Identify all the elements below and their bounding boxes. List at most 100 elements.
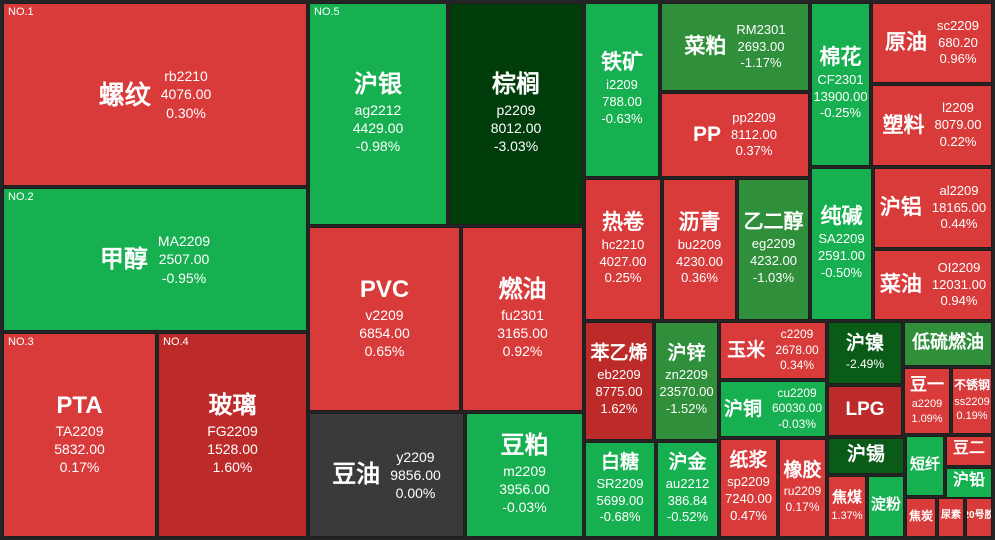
tile-b[interactable]: 豆二 xyxy=(946,436,992,466)
tile-body: 沥青 bu2209 4230.00 0.36% xyxy=(676,212,723,288)
commodity-name: 螺纹 xyxy=(98,79,151,110)
contract-code: RM2301 xyxy=(736,21,786,37)
tile-oi[interactable]: 菜油 OI2209 12031.00 0.94% xyxy=(874,250,992,320)
tile-info: sp2209 7240.00 0.47% xyxy=(725,474,772,525)
tile-v[interactable]: PVC v2209 6854.00 0.65% xyxy=(309,227,460,411)
last-price: 680.20 xyxy=(938,34,978,50)
tile-content: 焦煤 1.37% xyxy=(829,477,865,536)
last-price: 788.00 xyxy=(602,94,642,110)
tile-content: 铁矿 i2209 788.00 -0.63% xyxy=(586,4,658,176)
tile-lpg[interactable]: LPG xyxy=(828,386,902,436)
tile-ru[interactable]: 橡胶 ru2209 0.17% xyxy=(779,439,826,537)
tile-info: m2209 3956.00 -0.03% xyxy=(499,462,550,517)
tile-body: 燃油 fu2301 3165.00 0.92% xyxy=(497,277,548,361)
commodity-name: 原油 xyxy=(885,31,928,55)
tile-ma[interactable]: NO.2 甲醇 MA2209 2507.00 -0.95% xyxy=(3,188,307,331)
commodity-name: 淀粉 xyxy=(870,496,901,513)
tile-body: 豆粕 m2209 3956.00 -0.03% xyxy=(499,433,550,517)
contract-code: v2209 xyxy=(365,306,404,323)
last-price: 3956.00 xyxy=(499,480,550,497)
tile-body: PVC v2209 6854.00 0.65% xyxy=(359,277,410,361)
tile-lu[interactable]: 低硫燃油 xyxy=(904,322,992,366)
change-percent: 1.37% xyxy=(831,509,863,522)
tile-info: -2.49% xyxy=(846,357,884,373)
tile-sr[interactable]: 白糖 SR2209 5699.00 -0.68% xyxy=(585,442,655,537)
tile-content: 菜油 OI2209 12031.00 0.94% xyxy=(875,251,991,319)
tile-content: 低硫燃油 xyxy=(905,323,991,365)
tile-ag[interactable]: NO.5 沪银 ag2212 4429.00 -0.98% xyxy=(309,3,447,225)
commodity-name: 纸浆 xyxy=(729,450,768,472)
tile-i[interactable]: 铁矿 i2209 788.00 -0.63% xyxy=(585,3,659,177)
tile-rank: NO.4 xyxy=(163,336,189,348)
commodity-name: 20号胶 xyxy=(967,509,991,521)
tile-sa[interactable]: 纯碱 SA2209 2591.00 -0.50% xyxy=(811,168,872,320)
commodity-name: 玻璃 xyxy=(208,391,257,419)
tile-p[interactable]: 棕榈 p2209 8012.00 -3.03% xyxy=(449,3,583,225)
tile-al[interactable]: 沪铝 al2209 18165.00 0.44% xyxy=(874,168,992,248)
tile-body: 热卷 hc2210 4027.00 0.25% xyxy=(600,212,647,288)
tile-ta[interactable]: NO.3 PTA TA2209 5832.00 0.17% xyxy=(3,333,156,537)
commodity-name: 豆油 xyxy=(332,461,381,488)
tile-no20[interactable]: 20号胶 xyxy=(966,498,992,537)
tile-y[interactable]: 豆油 y2209 9856.00 0.00% xyxy=(309,413,464,537)
tile-body: 菜粕 RM2301 2693.00 -1.17% xyxy=(684,22,785,73)
change-percent: 0.65% xyxy=(364,343,405,360)
tile-content: 纸浆 sp2209 7240.00 0.47% xyxy=(721,440,776,536)
tile-info: ag2212 4429.00 -0.98% xyxy=(353,101,404,156)
tile-content: 苯乙烯 eb2209 8775.00 1.62% xyxy=(586,323,652,439)
tile-jm[interactable]: 焦炭 xyxy=(906,498,936,537)
tile-bu[interactable]: 沥青 bu2209 4230.00 0.36% xyxy=(663,179,736,320)
tile-ni[interactable]: 沪镍 -2.49% xyxy=(828,322,902,384)
tile-rb[interactable]: NO.1 螺纹 rb2210 4076.00 0.30% xyxy=(3,3,307,186)
tile-fg[interactable]: NO.4 玻璃 FG2209 1528.00 1.60% xyxy=(158,333,307,537)
contract-code: ag2212 xyxy=(354,101,402,118)
tile-pb[interactable]: 沪铅 xyxy=(946,468,992,498)
last-price: 6854.00 xyxy=(359,324,410,341)
tile-c[interactable]: 玉米 c2209 2678.00 0.34% xyxy=(720,322,826,379)
tile-fu[interactable]: 燃油 fu2301 3165.00 0.92% xyxy=(462,227,583,411)
tile-ss[interactable]: 不锈钢 ss2209 0.19% xyxy=(952,368,992,434)
change-percent: 0.92% xyxy=(502,343,543,360)
commodity-name: 白糖 xyxy=(600,451,639,473)
tile-l[interactable]: 塑料 l2209 8079.00 0.22% xyxy=(872,85,992,166)
commodity-name: 乙二醇 xyxy=(743,211,804,234)
contract-code: eg2209 xyxy=(751,236,796,252)
tile-info: TA2209 5832.00 0.17% xyxy=(54,422,105,477)
tile-info: i2209 788.00 -0.63% xyxy=(601,77,642,128)
tile-pp[interactable]: PP pp2209 8112.00 0.37% xyxy=(661,93,809,177)
contract-code: i2209 xyxy=(606,77,638,93)
tile-content: 沪锌 zn2209 23570.00 -1.52% xyxy=(656,323,717,439)
tile-content: 沪铝 al2209 18165.00 0.44% xyxy=(875,169,991,247)
tile-info: fu2301 3165.00 0.92% xyxy=(497,306,548,361)
tile-body: 低硫燃油 xyxy=(912,333,984,355)
tile-sf[interactable]: 短纤 xyxy=(906,436,944,496)
tile-j[interactable]: 焦煤 1.37% xyxy=(828,476,866,537)
tile-body: 玻璃 FG2209 1528.00 1.60% xyxy=(207,391,258,477)
tile-body: 沪镍 -2.49% xyxy=(846,334,884,373)
tile-a[interactable]: 豆一 a2209 1.09% xyxy=(904,368,950,434)
tile-sc[interactable]: 原油 sc2209 680.20 0.96% xyxy=(872,3,992,83)
tile-zn[interactable]: 沪锌 zn2209 23570.00 -1.52% xyxy=(655,322,718,440)
tile-cu[interactable]: 沪铜 cu2209 60030.00 -0.03% xyxy=(720,381,826,437)
change-percent: -1.03% xyxy=(752,269,795,285)
tile-cf[interactable]: 棉花 CF2301 13900.00 -0.25% xyxy=(811,3,870,166)
tile-ur[interactable]: 尿素 xyxy=(938,498,964,537)
tile-rm[interactable]: 菜粕 RM2301 2693.00 -1.17% xyxy=(661,3,809,91)
tile-body: 棕榈 p2209 8012.00 -3.03% xyxy=(491,72,542,156)
tile-m[interactable]: 豆粕 m2209 3956.00 -0.03% xyxy=(466,413,583,537)
contract-code: c2209 xyxy=(780,327,814,342)
tile-jd[interactable]: 淀粉 xyxy=(868,476,904,537)
change-percent: -0.68% xyxy=(599,509,641,525)
change-percent: -1.52% xyxy=(665,400,708,416)
tile-au[interactable]: 沪金 au2212 386.84 -0.52% xyxy=(657,442,718,537)
tile-content: 沪金 au2212 386.84 -0.52% xyxy=(658,443,717,536)
tile-eg[interactable]: 乙二醇 eg2209 4232.00 -1.03% xyxy=(738,179,809,320)
tile-sn[interactable]: 沪锡 xyxy=(828,438,904,474)
tile-eb[interactable]: 苯乙烯 eb2209 8775.00 1.62% xyxy=(585,322,653,440)
tile-content: 乙二醇 eg2209 4232.00 -1.03% xyxy=(739,180,808,319)
commodity-name: 甲醇 xyxy=(99,245,148,273)
tile-sp[interactable]: 纸浆 sp2209 7240.00 0.47% xyxy=(720,439,777,537)
tile-rank: NO.5 xyxy=(314,6,340,18)
tile-hc[interactable]: 热卷 hc2210 4027.00 0.25% xyxy=(585,179,661,320)
tile-info: y2209 9856.00 0.00% xyxy=(390,448,441,503)
